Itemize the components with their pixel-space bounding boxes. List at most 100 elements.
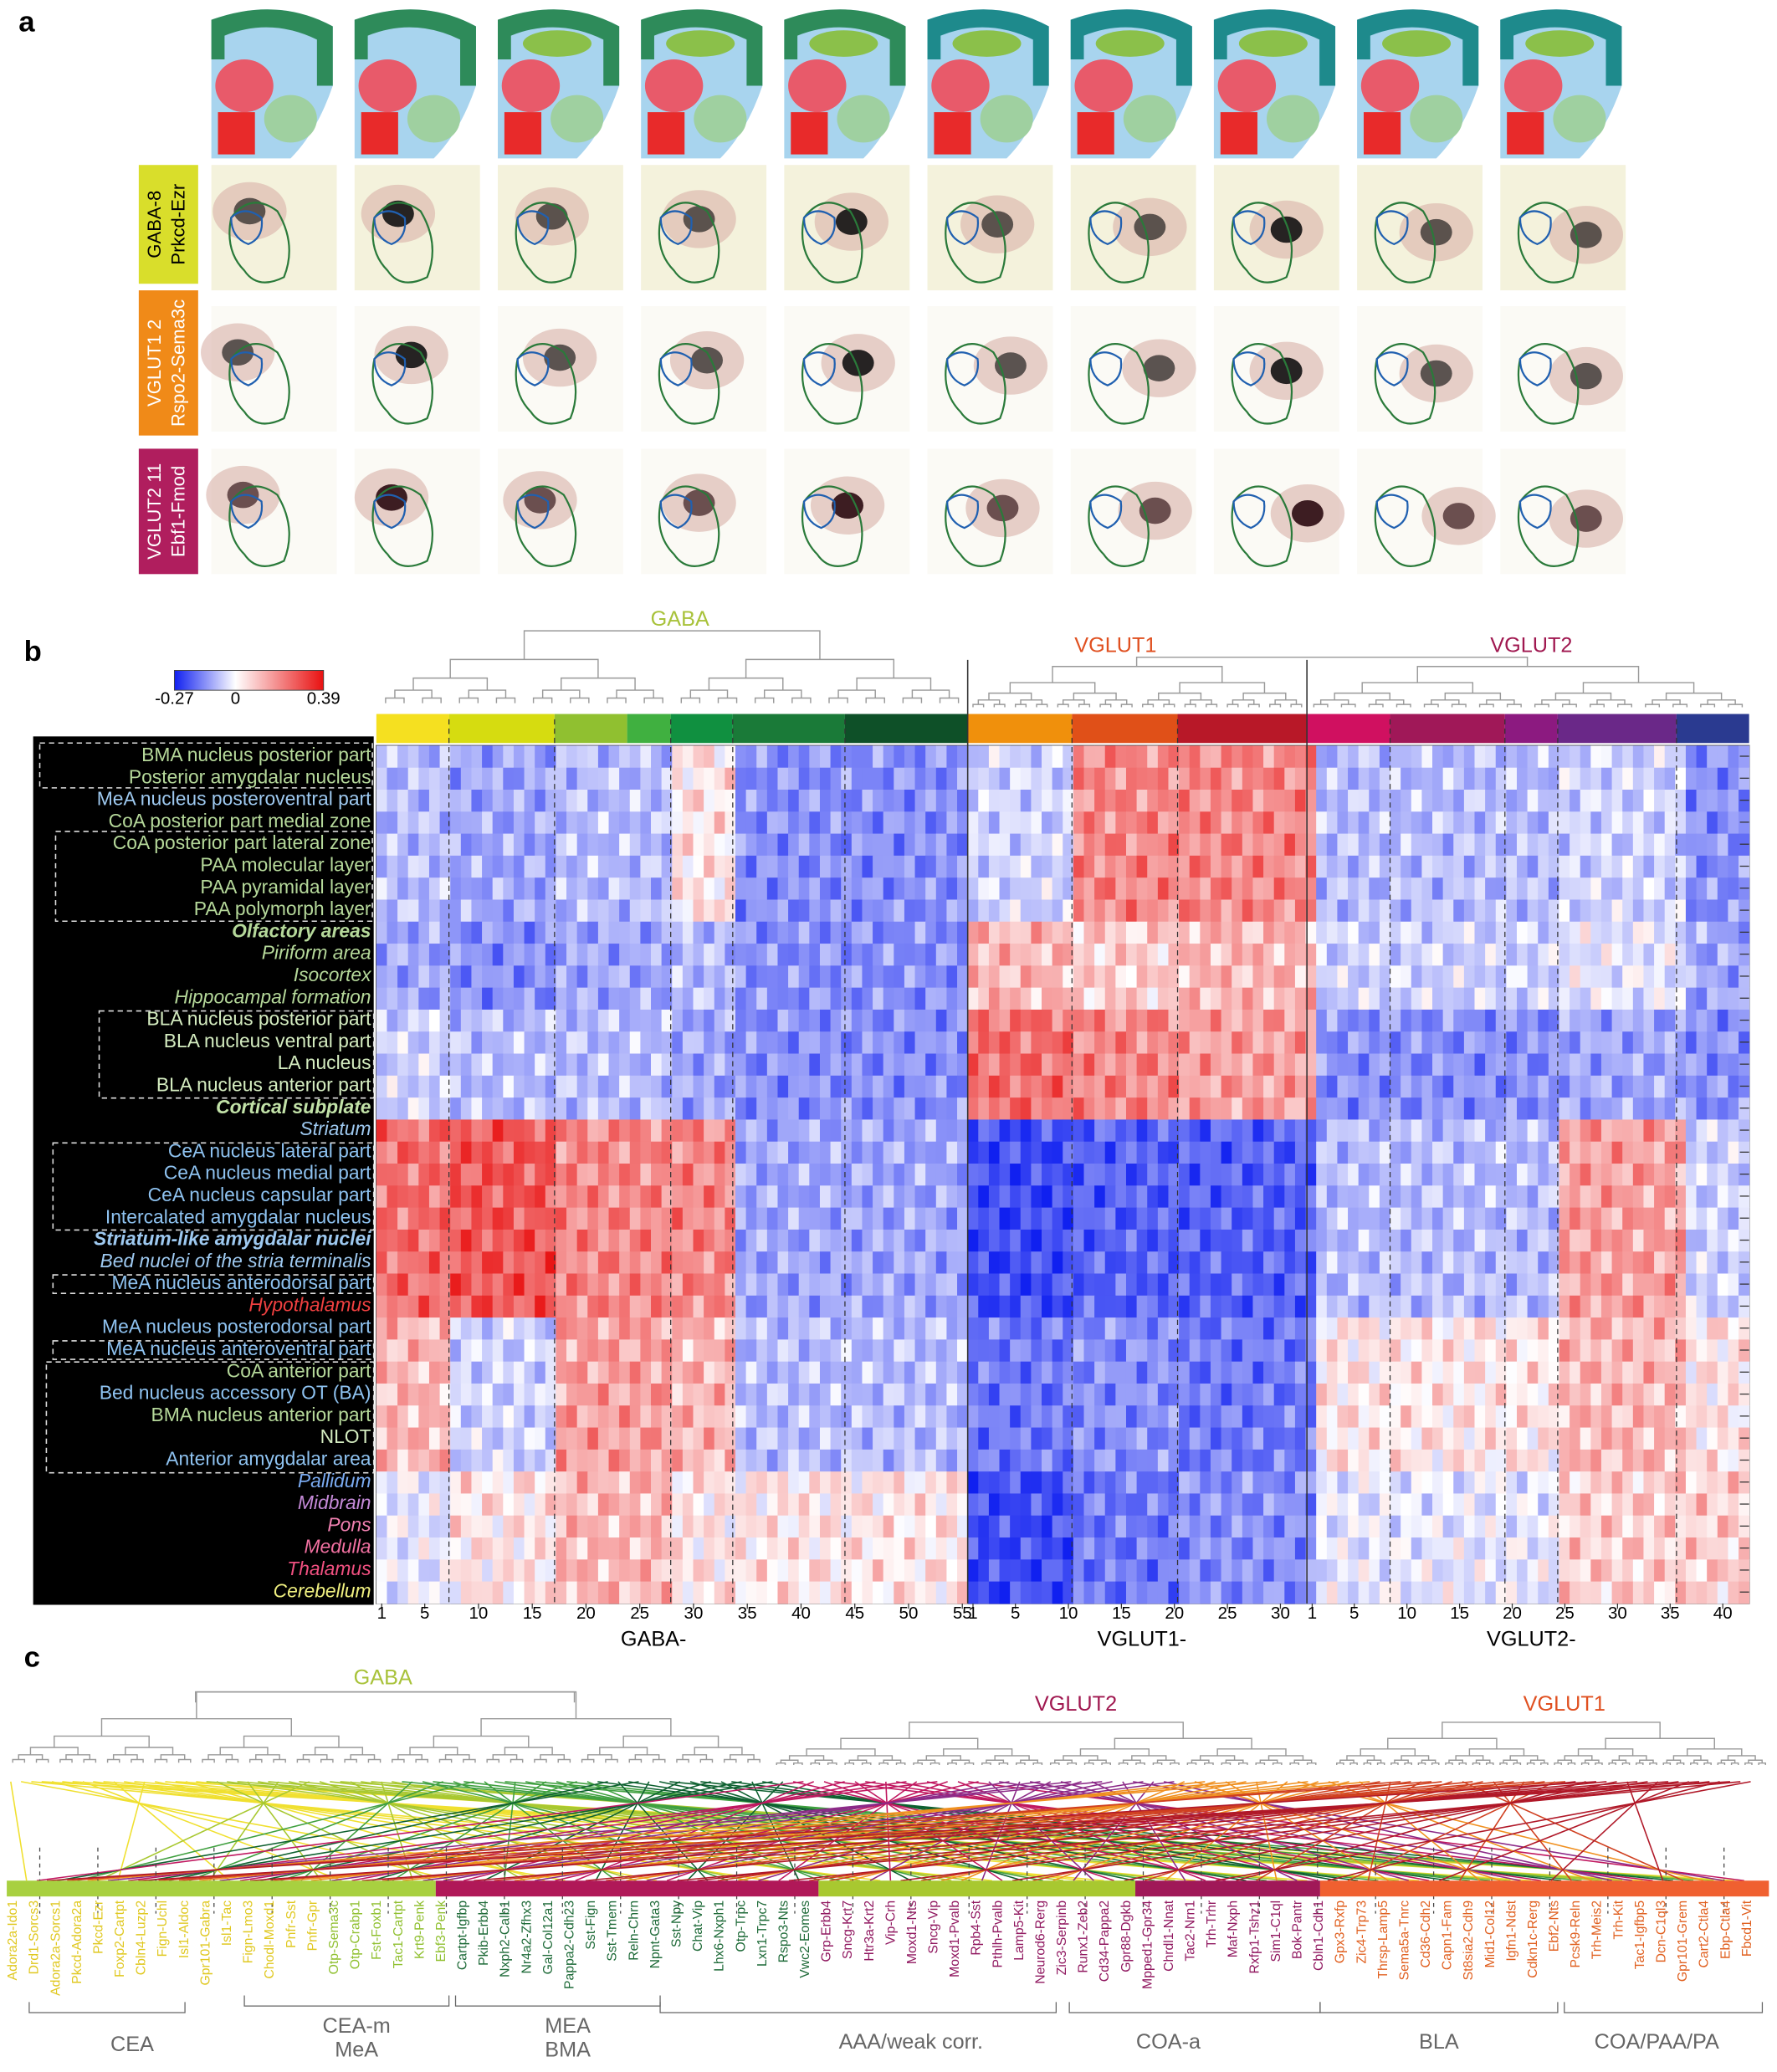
heatmap-cell [608,1339,620,1363]
heatmap-cell [524,1405,535,1429]
heatmap-cell [597,899,609,923]
heatmap-cell [1474,1339,1486,1363]
heatmap-cell [387,877,398,900]
heatmap-cell [576,1383,588,1406]
heatmap-cell [1252,1273,1264,1297]
heatmap-cell [661,987,673,1010]
heatmap-cell [418,1075,430,1098]
heatmap-cell [957,1295,969,1318]
heatmap-cell [714,921,725,944]
heatmap-cell [1168,767,1180,790]
heatmap-cell [1210,1207,1222,1230]
heatmap-cell [1622,921,1634,944]
heatmap-cell [1031,1383,1042,1406]
heatmap-cell [925,833,937,857]
heatmap-cell [407,921,419,944]
heatmap-cell [1495,1164,1507,1186]
heatmap-cell [873,745,884,769]
heatmap-cell [1052,1031,1063,1055]
heatmap-cell [819,1339,832,1363]
heatmap-cell [482,1317,494,1340]
heatmap-cell [1252,1471,1264,1494]
heatmap-cell [1369,855,1380,878]
heatmap-cell [1570,1053,1581,1077]
heatmap-cell [1548,877,1559,900]
heatmap-cell [1485,1427,1497,1450]
heatmap-cell [1506,1471,1518,1494]
heatmap-cell [851,767,863,790]
heatmap-cell [1728,1164,1739,1186]
heatmap-cell [1305,1119,1317,1143]
heatmap-cell [883,1295,894,1318]
heatmap-cell [788,1273,800,1297]
heatmap-cell [1580,1119,1591,1143]
heatmap-cell [1136,1097,1148,1120]
heatmap-cell [566,1317,578,1340]
heatmap-cell [682,789,694,812]
heatmap-cell [1600,1493,1613,1517]
heatmap-cell [1232,833,1243,857]
heatmap-cell [777,811,789,835]
heatmap-cell [428,1031,441,1055]
heatmap-cell [1200,944,1211,966]
heatmap-cell [576,811,588,835]
heatmap-cell [629,987,641,1010]
heatmap-cell [397,1097,409,1120]
heatmap-cell [428,1141,441,1164]
heatmap-cell [1538,811,1549,835]
heatmap-cell [460,877,472,900]
heatmap-cell [1664,965,1676,989]
heatmap-cell [693,1449,704,1472]
heatmap-cell [1495,1493,1507,1517]
heatmap-cell [576,944,588,966]
heatmap-cell [1083,1053,1095,1077]
cluster-bar [448,714,555,744]
heatmap-cell [1104,1251,1116,1274]
heatmap-cell [439,1251,451,1274]
heatmap-cell [1221,899,1232,923]
heatmap-cell [1210,1405,1222,1429]
heatmap-cell [513,1493,525,1517]
heatmap-cell [1294,1361,1307,1384]
heatmap-cell [830,899,842,923]
heatmap-cell [587,1075,599,1098]
heatmap-cell [714,1339,725,1363]
heatmap-cell [418,899,430,923]
heatmap-cell [619,1339,631,1363]
heatmap-cell [766,1493,778,1517]
heatmap-cell [1548,855,1559,878]
heatmap-cell [1685,1075,1698,1098]
dendrogram-branch [1368,703,1384,708]
heatmap-cell [492,1383,504,1406]
heatmap-cell [904,1141,916,1164]
heatmap-cell [1210,1097,1222,1120]
heatmap-cell [1664,877,1676,900]
heatmap-cell [1559,1141,1570,1164]
heatmap-cell [1654,855,1666,878]
heatmap-cell [946,1383,958,1406]
heatmap-cell [503,1075,515,1098]
heatmap-cell [1600,1185,1613,1209]
heatmap-cell [1179,1097,1191,1120]
heatmap-cell [376,1141,387,1164]
heatmap-cell [830,1493,842,1517]
heatmap-cell [1242,1405,1253,1429]
heatmap-cell [1590,1383,1602,1406]
heatmap-cell [524,855,535,878]
heatmap-cell [851,1075,863,1098]
heatmap-cell [439,1427,451,1450]
heatmap-cell [1485,767,1497,790]
heatmap-cell [1559,1295,1570,1318]
heatmap-cell [1570,1361,1581,1384]
heatmap-cell [999,1361,1011,1384]
heatmap-cell [428,921,441,944]
heatmap-cell [1020,1141,1032,1164]
heatmap-cell [1168,1097,1180,1120]
heatmap-cell [566,899,578,923]
heatmap-cell [619,1075,631,1098]
heatmap-cell [640,1361,652,1384]
heatmap-cell [1232,1031,1243,1055]
heatmap-cell [788,1207,800,1230]
heatmap-cell [830,1075,842,1098]
heatmap-cell [1358,1405,1370,1429]
